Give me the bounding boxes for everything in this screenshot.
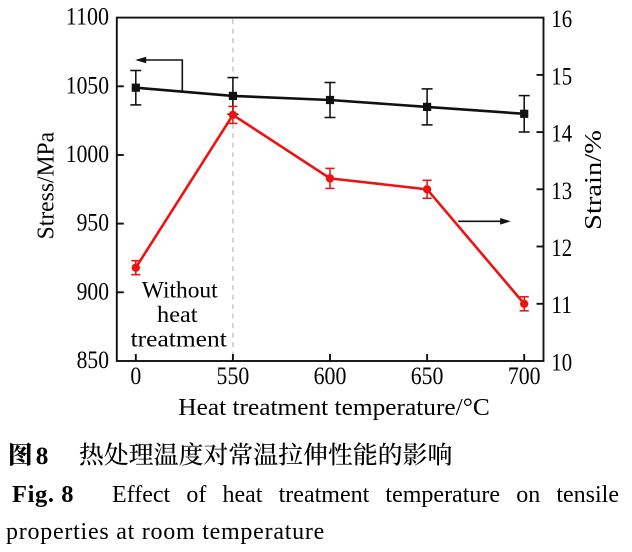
svg-text:15: 15 xyxy=(551,63,572,90)
svg-text:Stress/MPa: Stress/MPa xyxy=(34,132,60,240)
svg-text:12: 12 xyxy=(551,235,572,262)
svg-text:1000: 1000 xyxy=(66,141,109,168)
svg-text:Without: Without xyxy=(142,277,218,303)
svg-text:900: 900 xyxy=(77,278,109,305)
svg-text:13: 13 xyxy=(551,178,572,205)
svg-text:treatment: treatment xyxy=(131,327,228,353)
svg-text:11: 11 xyxy=(551,292,572,319)
svg-text:8: 8 xyxy=(36,441,49,470)
svg-text:16: 16 xyxy=(551,6,572,33)
svg-text:0: 0 xyxy=(130,363,141,390)
svg-text:14: 14 xyxy=(551,121,572,148)
svg-text:850: 850 xyxy=(77,347,109,374)
svg-text:10: 10 xyxy=(551,349,572,376)
svg-text:1050: 1050 xyxy=(66,72,109,99)
svg-text:600: 600 xyxy=(314,363,347,390)
svg-text:650: 650 xyxy=(411,363,444,390)
svg-text:heat: heat xyxy=(157,302,198,328)
svg-text:950: 950 xyxy=(77,210,109,237)
svg-text:700: 700 xyxy=(508,363,541,390)
svg-text:1100: 1100 xyxy=(66,4,109,31)
svg-text:550: 550 xyxy=(217,363,250,390)
svg-text:Heat treatment temperature/°C: Heat treatment temperature/°C xyxy=(178,395,490,421)
svg-text:Strain/%: Strain/% xyxy=(581,130,607,230)
